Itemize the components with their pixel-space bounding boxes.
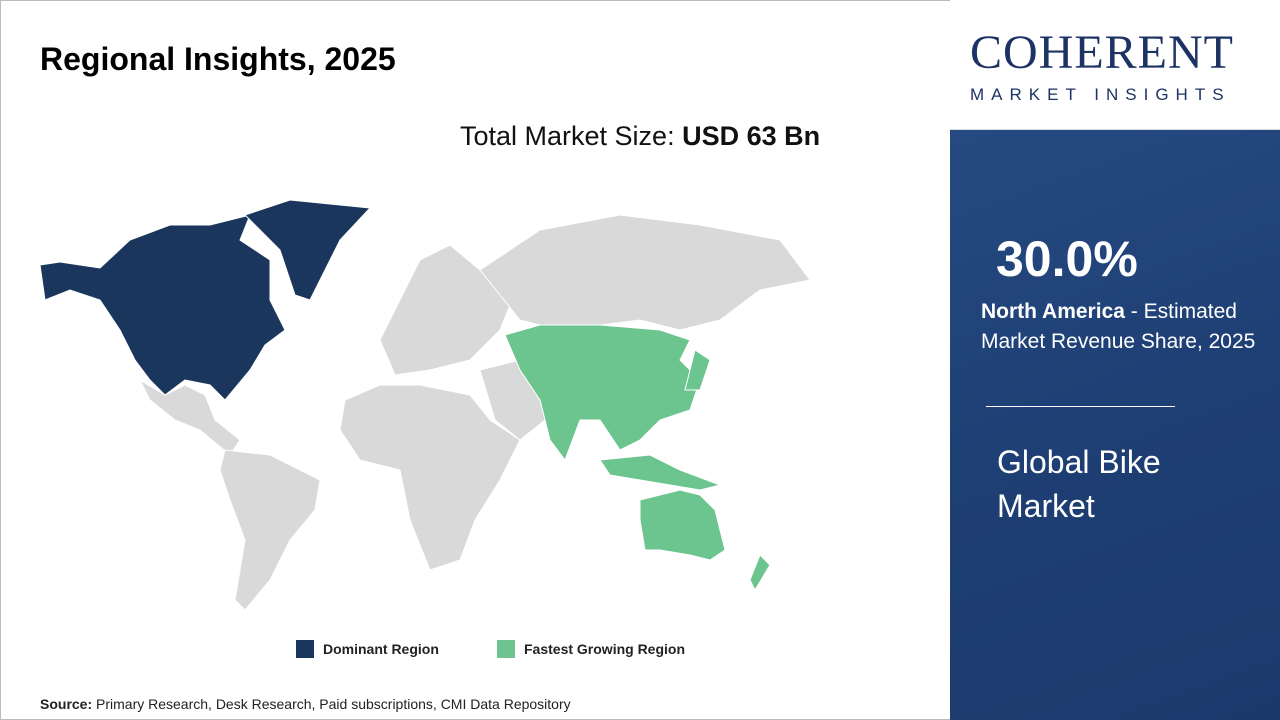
region-russia (479, 214, 811, 331)
region-greenland (244, 199, 372, 301)
region-central-america (138, 378, 241, 456)
source-label: Source: (40, 696, 93, 712)
legend-label: Fastest Growing Region (524, 641, 686, 657)
share-desc-text: - Estimated Market Revenue Share, 2025 (981, 300, 1256, 353)
region-north-america (39, 214, 286, 401)
company-logo: COHERENT MARKET INSIGHTS (950, 0, 1280, 130)
region-japan (684, 349, 711, 391)
source-text: Primary Research, Desk Research, Paid su… (92, 696, 571, 712)
legend-swatch-dominant (296, 640, 314, 658)
insight-panel: 30.0% North America - Estimated Market R… (950, 130, 1280, 720)
region-new-zealand (749, 554, 771, 592)
share-region: North America (981, 300, 1125, 323)
total-market-value: USD 63 Bn (682, 121, 821, 151)
region-australia (639, 489, 726, 561)
legend-swatch-fastest (497, 640, 515, 658)
share-value: 30.0% (996, 231, 1138, 287)
region-asia (504, 324, 701, 462)
region-africa (339, 384, 521, 571)
legend-dominant: Dominant Region (296, 640, 439, 658)
market-name: Global Bike Market (997, 444, 1161, 524)
total-market-label: Total Market Size: (460, 121, 675, 151)
divider (986, 406, 1175, 407)
legend-label: Dominant Region (323, 641, 439, 657)
region-south-america (219, 449, 321, 611)
region-southeast-asia-islands (599, 454, 722, 491)
source-note: Source: Primary Research, Desk Research,… (40, 695, 571, 713)
logo-sub-text: MARKET INSIGHTS (970, 85, 1231, 104)
world-map (39, 199, 811, 611)
logo-main-text: COHERENT (970, 26, 1234, 79)
legend-fastest: Fastest Growing Region (497, 640, 685, 658)
page-title: Regional Insights, 2025 (40, 41, 396, 77)
total-market-size: Total Market Size: USD 63 Bn (460, 120, 820, 152)
share-description: North America - Estimated Market Revenue… (981, 297, 1261, 357)
